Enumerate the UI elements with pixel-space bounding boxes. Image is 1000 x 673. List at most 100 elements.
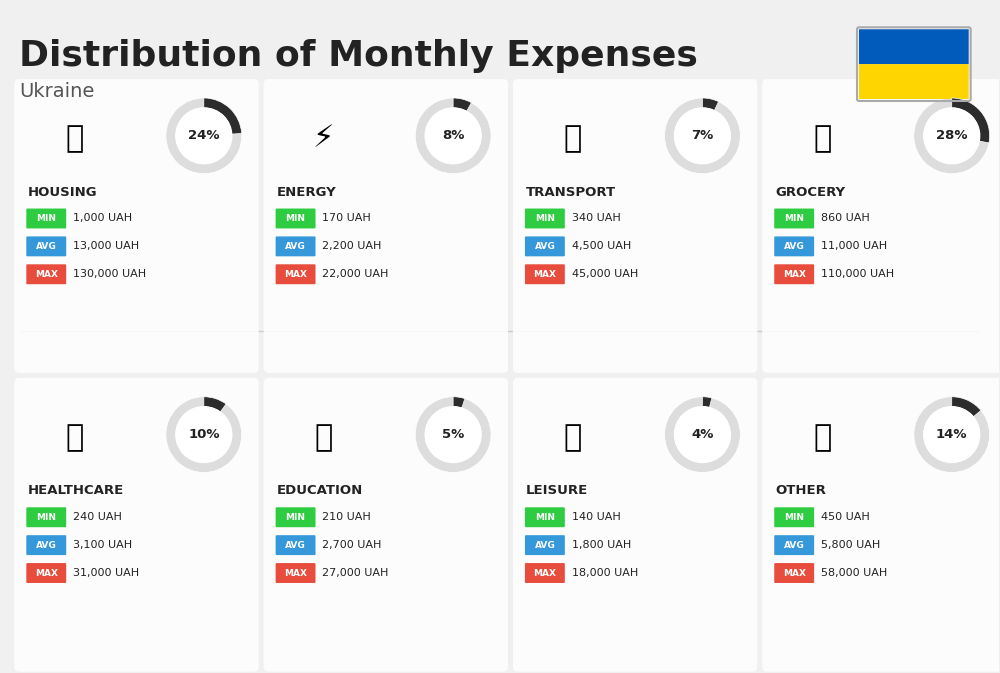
Text: 340 UAH: 340 UAH <box>572 213 621 223</box>
Text: Ukraine: Ukraine <box>19 82 95 101</box>
Wedge shape <box>665 98 740 174</box>
FancyBboxPatch shape <box>525 209 565 228</box>
Wedge shape <box>453 98 471 112</box>
Wedge shape <box>952 98 990 143</box>
Text: MIN: MIN <box>286 214 306 223</box>
Text: 8%: 8% <box>442 129 464 142</box>
Text: MIN: MIN <box>535 513 555 522</box>
FancyBboxPatch shape <box>762 378 1000 672</box>
Circle shape <box>675 406 730 462</box>
Text: EDUCATION: EDUCATION <box>277 485 363 497</box>
Text: 24%: 24% <box>188 129 220 142</box>
Text: AVG: AVG <box>36 242 57 251</box>
Wedge shape <box>665 397 740 472</box>
Wedge shape <box>952 397 981 417</box>
Wedge shape <box>415 397 491 472</box>
Text: 2,700 UAH: 2,700 UAH <box>322 540 382 550</box>
FancyBboxPatch shape <box>774 264 814 284</box>
Text: MAX: MAX <box>284 569 307 577</box>
FancyBboxPatch shape <box>26 507 66 527</box>
Text: 5,800 UAH: 5,800 UAH <box>821 540 880 550</box>
Wedge shape <box>914 98 990 174</box>
Wedge shape <box>166 98 242 174</box>
FancyBboxPatch shape <box>26 563 66 583</box>
Text: AVG: AVG <box>784 242 805 251</box>
Text: ENERGY: ENERGY <box>277 186 336 199</box>
Text: OTHER: OTHER <box>775 485 826 497</box>
Text: 🛒: 🛒 <box>813 125 831 153</box>
FancyBboxPatch shape <box>525 264 565 284</box>
Text: 450 UAH: 450 UAH <box>821 512 870 522</box>
Text: 58,000 UAH: 58,000 UAH <box>821 568 887 578</box>
Circle shape <box>675 108 730 164</box>
Text: 13,000 UAH: 13,000 UAH <box>73 242 139 252</box>
FancyBboxPatch shape <box>774 563 814 583</box>
Text: AVG: AVG <box>285 242 306 251</box>
Text: AVG: AVG <box>285 540 306 550</box>
Text: 28%: 28% <box>936 129 967 142</box>
FancyBboxPatch shape <box>26 236 66 256</box>
Wedge shape <box>204 98 242 134</box>
Text: HOUSING: HOUSING <box>27 186 97 199</box>
FancyBboxPatch shape <box>762 79 1000 373</box>
Text: 🏢: 🏢 <box>65 125 83 153</box>
Text: 🎓: 🎓 <box>314 423 333 452</box>
Text: 14%: 14% <box>936 428 967 441</box>
FancyBboxPatch shape <box>774 507 814 527</box>
Text: 5%: 5% <box>442 428 464 441</box>
FancyBboxPatch shape <box>525 236 565 256</box>
FancyBboxPatch shape <box>26 535 66 555</box>
FancyBboxPatch shape <box>14 378 259 672</box>
FancyBboxPatch shape <box>859 29 969 64</box>
FancyBboxPatch shape <box>774 209 814 228</box>
Text: GROCERY: GROCERY <box>775 186 845 199</box>
Wedge shape <box>415 98 491 174</box>
Text: 22,000 UAH: 22,000 UAH <box>322 269 389 279</box>
Text: 110,000 UAH: 110,000 UAH <box>821 269 894 279</box>
Text: 130,000 UAH: 130,000 UAH <box>73 269 146 279</box>
Wedge shape <box>204 397 226 412</box>
FancyBboxPatch shape <box>276 209 316 228</box>
Text: 45,000 UAH: 45,000 UAH <box>572 269 638 279</box>
Text: MIN: MIN <box>36 513 56 522</box>
Circle shape <box>924 108 980 164</box>
Text: 🛍: 🛍 <box>564 423 582 452</box>
Text: 27,000 UAH: 27,000 UAH <box>322 568 389 578</box>
Text: LEISURE: LEISURE <box>526 485 588 497</box>
Text: MAX: MAX <box>533 270 556 279</box>
Text: MIN: MIN <box>535 214 555 223</box>
FancyBboxPatch shape <box>525 563 565 583</box>
Text: TRANSPORT: TRANSPORT <box>526 186 616 199</box>
Text: HEALTHCARE: HEALTHCARE <box>27 485 124 497</box>
Text: AVG: AVG <box>535 540 555 550</box>
Text: 170 UAH: 170 UAH <box>322 213 371 223</box>
FancyBboxPatch shape <box>276 264 316 284</box>
FancyBboxPatch shape <box>525 535 565 555</box>
FancyBboxPatch shape <box>264 378 508 672</box>
Text: MIN: MIN <box>784 214 804 223</box>
Circle shape <box>425 108 481 164</box>
Text: AVG: AVG <box>36 540 57 550</box>
Wedge shape <box>453 397 465 408</box>
Text: 7%: 7% <box>691 129 714 142</box>
FancyBboxPatch shape <box>26 264 66 284</box>
Wedge shape <box>702 397 712 408</box>
Text: 🏥: 🏥 <box>65 423 83 452</box>
Text: MIN: MIN <box>784 513 804 522</box>
Text: 18,000 UAH: 18,000 UAH <box>572 568 638 578</box>
Circle shape <box>425 406 481 462</box>
FancyBboxPatch shape <box>774 236 814 256</box>
Text: 2,200 UAH: 2,200 UAH <box>322 242 382 252</box>
FancyBboxPatch shape <box>276 535 316 555</box>
Text: 4%: 4% <box>691 428 714 441</box>
Wedge shape <box>166 397 242 472</box>
Circle shape <box>924 406 980 462</box>
FancyBboxPatch shape <box>774 535 814 555</box>
Text: 💰: 💰 <box>813 423 831 452</box>
Text: 240 UAH: 240 UAH <box>73 512 122 522</box>
Text: 1,000 UAH: 1,000 UAH <box>73 213 132 223</box>
Text: 140 UAH: 140 UAH <box>572 512 621 522</box>
Text: MAX: MAX <box>35 569 58 577</box>
Text: MIN: MIN <box>36 214 56 223</box>
Text: 4,500 UAH: 4,500 UAH <box>572 242 631 252</box>
